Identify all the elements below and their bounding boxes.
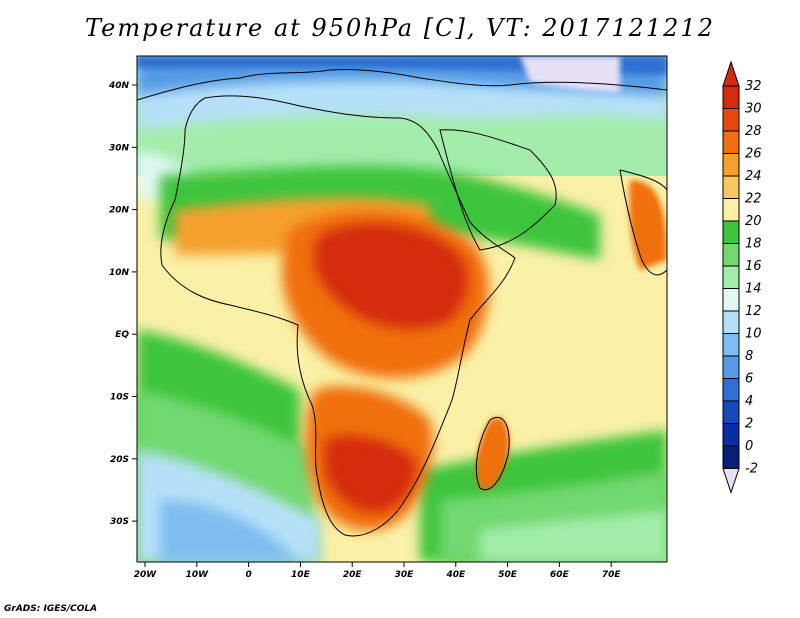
lat-tick-label: 20S <box>110 455 129 465</box>
lon-tick-label: 0 <box>245 570 251 580</box>
colorbar-swatch <box>722 243 740 267</box>
colorbar-label: 28 <box>745 124 762 139</box>
colorbar-swatch <box>722 153 740 177</box>
lon-tick-label: 50E <box>498 570 518 580</box>
lat-tick-label: 40N <box>108 81 130 91</box>
lon-tick-label: 20E <box>343 570 363 580</box>
colorbar-label: 12 <box>745 304 762 319</box>
chart-title: Temperature at 950hPa [C], VT: 201712121… <box>85 14 715 42</box>
lon-tick-label: 60E <box>550 570 570 580</box>
colorbar-swatch <box>722 220 740 244</box>
colorbar-label: 0 <box>745 439 753 454</box>
colorbar-swatch <box>722 333 740 357</box>
lat-tick-label: EQ <box>115 330 129 340</box>
mediterranean-coastline <box>136 68 668 101</box>
colorbar-swatch <box>722 265 740 289</box>
colorbar-label: 14 <box>745 282 762 297</box>
colorbar-bottom-arrow <box>722 468 740 495</box>
colorbar-label: -2 <box>745 462 758 477</box>
grads-credit: GrADS: IGES/COLA <box>4 604 98 614</box>
lon-tick-label: 20W <box>134 570 158 580</box>
colorbar-swatch <box>722 400 740 424</box>
map-frame <box>136 55 668 563</box>
lat-tick-label: 30N <box>109 143 130 153</box>
lat-tick-label: 30S <box>110 517 129 527</box>
colorbar-label: 30 <box>745 102 762 117</box>
lon-tick-label: 10W <box>186 570 210 580</box>
colorbar-label: 6 <box>745 372 753 387</box>
colorbar-top-arrow <box>722 60 740 87</box>
longitude-axis: 20W 10W 0 10E 20E 30E 40E 50E 60E 70E <box>134 562 622 580</box>
lon-tick-label: 70E <box>602 570 622 580</box>
colorbar-label: 20 <box>745 214 762 229</box>
lat-tick-label: 10S <box>110 393 129 403</box>
colorbar-label: 18 <box>745 237 762 252</box>
colorbar-label: 22 <box>745 192 762 207</box>
africa-coastline <box>160 95 516 537</box>
arabia-coastline <box>439 129 557 251</box>
colorbar-label: 24 <box>745 169 762 184</box>
colorbar-label: 8 <box>745 349 753 364</box>
colorbar-swatch <box>722 130 740 154</box>
colorbar-label: 10 <box>745 327 762 342</box>
india-coastline <box>619 169 668 276</box>
latitude-axis: 40N 30N 20N 10N EQ 10S 20S 30S <box>108 81 137 527</box>
colorbar-swatch <box>722 378 740 402</box>
lat-tick-label: 20N <box>109 206 130 216</box>
colorbar-swatch <box>722 423 740 447</box>
colorbar-label: 16 <box>745 259 762 274</box>
lat-tick-label: 10N <box>109 268 130 278</box>
colorbar-swatch <box>722 355 740 379</box>
colorbar-swatch <box>722 310 740 334</box>
colorbar-label: 32 <box>745 79 762 94</box>
colorbar-swatch <box>722 198 740 222</box>
lon-tick-label: 30E <box>395 570 415 580</box>
colorbar-swatch <box>722 108 740 132</box>
colorbar-swatch <box>722 85 740 109</box>
colorbar-swatch <box>722 288 740 312</box>
temperature-field <box>137 56 667 562</box>
colorbar-label: 2 <box>745 417 753 432</box>
colorbar-swatch <box>722 445 740 469</box>
lon-tick-label: 40E <box>445 570 466 580</box>
lon-tick-label: 10E <box>291 570 311 580</box>
colorbar-label: 26 <box>745 147 762 162</box>
madagascar-coastline <box>475 417 510 491</box>
colorbar-label: 4 <box>745 394 753 409</box>
colorbar-swatch <box>722 175 740 199</box>
